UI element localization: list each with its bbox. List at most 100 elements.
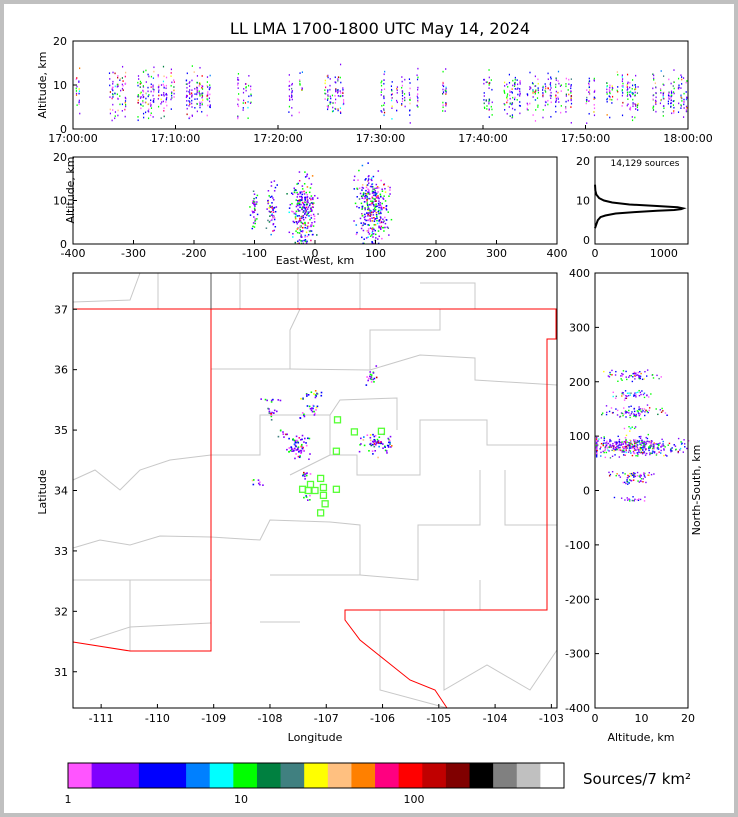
source-point	[121, 103, 124, 106]
source-point	[252, 225, 254, 228]
source-point	[675, 448, 677, 451]
source-point	[337, 108, 339, 110]
source-point	[166, 96, 168, 99]
source-point	[370, 177, 373, 179]
source-point	[366, 203, 369, 205]
source-point	[670, 450, 672, 453]
source-point	[150, 104, 152, 106]
source-point	[678, 84, 680, 87]
source-point	[629, 108, 632, 111]
source-point	[160, 117, 162, 119]
source-point	[299, 192, 302, 195]
source-point	[254, 205, 256, 207]
source-point	[327, 94, 329, 96]
source-point	[304, 238, 307, 241]
source-point	[157, 74, 159, 76]
source-point	[137, 94, 139, 96]
source-point	[300, 240, 302, 242]
source-point	[372, 194, 375, 197]
source-point	[631, 426, 633, 428]
x-tick-label: 0	[592, 247, 599, 260]
source-point	[570, 99, 572, 102]
source-point	[196, 103, 198, 105]
colorbar-segment	[493, 763, 518, 788]
source-point	[295, 453, 297, 455]
source-point	[503, 81, 506, 84]
source-point	[378, 206, 380, 209]
source-point	[293, 187, 296, 190]
source-point	[208, 100, 211, 103]
source-point	[313, 393, 315, 395]
source-point	[310, 225, 312, 228]
source-point	[199, 82, 201, 84]
source-point	[633, 500, 636, 502]
source-point	[137, 84, 139, 87]
source-point	[367, 208, 369, 211]
source-point	[316, 405, 319, 408]
source-point	[636, 471, 639, 474]
source-point	[650, 442, 652, 444]
source-point	[368, 197, 370, 200]
source-point	[673, 444, 675, 446]
source-point	[636, 441, 638, 443]
source-point	[301, 231, 304, 233]
source-point	[326, 105, 328, 108]
source-point	[630, 413, 633, 415]
source-point	[621, 85, 623, 87]
colorbar-tick-label: 100	[404, 793, 425, 806]
source-point	[627, 498, 630, 500]
source-point	[373, 443, 376, 445]
source-point	[371, 227, 373, 230]
source-point	[630, 452, 632, 454]
source-point	[382, 218, 384, 221]
source-point	[630, 95, 632, 98]
y-tick-label: 36	[54, 364, 68, 377]
source-point	[376, 186, 379, 188]
source-point	[637, 440, 639, 443]
source-point	[624, 499, 626, 501]
source-point	[606, 98, 608, 101]
source-point	[301, 89, 303, 91]
source-point	[659, 409, 661, 411]
source-point	[362, 224, 364, 226]
source-point	[152, 84, 154, 87]
source-point	[301, 208, 304, 211]
source-point	[337, 109, 339, 112]
source-point	[619, 446, 621, 449]
source-point	[291, 82, 293, 85]
source-point	[358, 198, 361, 200]
source-point	[634, 498, 636, 501]
source-point	[363, 436, 365, 438]
source-point	[383, 111, 386, 114]
source-point	[161, 101, 163, 103]
source-point	[634, 94, 636, 97]
source-point	[369, 203, 371, 206]
source-point	[624, 441, 627, 443]
source-point	[633, 472, 635, 474]
source-point	[391, 107, 393, 109]
source-point	[636, 475, 639, 477]
source-point	[162, 83, 164, 86]
source-point	[634, 95, 636, 97]
source-point	[201, 103, 203, 105]
source-point	[621, 391, 624, 394]
source-point	[627, 82, 629, 85]
source-point	[593, 111, 595, 113]
source-point	[367, 175, 370, 178]
source-point	[370, 444, 373, 447]
source-point	[605, 444, 608, 447]
source-point	[537, 104, 539, 107]
source-point	[640, 444, 642, 446]
source-point	[298, 180, 301, 182]
source-point	[595, 438, 598, 440]
source-point	[585, 102, 587, 105]
source-point	[625, 376, 627, 378]
source-point	[674, 445, 677, 447]
source-point	[643, 475, 646, 477]
source-point	[516, 98, 518, 101]
source-point	[672, 100, 674, 103]
source-point	[606, 85, 608, 88]
source-point	[191, 106, 193, 108]
y-tick-label: 20	[53, 35, 67, 48]
source-point	[488, 102, 490, 105]
